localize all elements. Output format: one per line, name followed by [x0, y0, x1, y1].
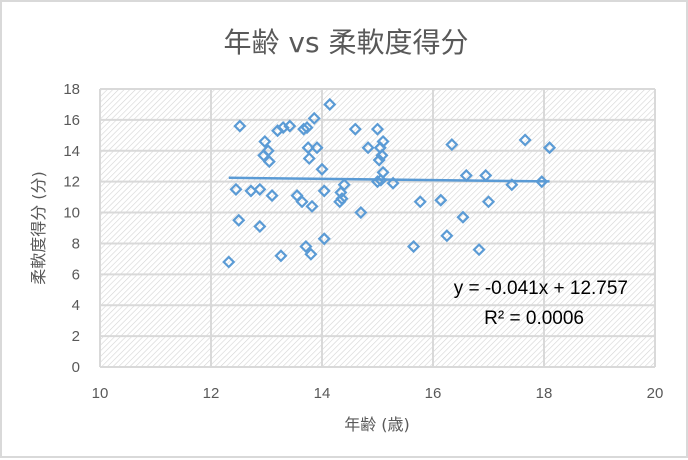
- data-point: [456, 210, 470, 224]
- data-point: [304, 247, 318, 261]
- data-point: [472, 243, 486, 257]
- data-point: [337, 178, 351, 192]
- data-points: [222, 97, 557, 269]
- y-tick-label: 14: [63, 143, 80, 160]
- trendline-r-squared: R² = 0.0006: [484, 308, 584, 329]
- x-tick-label: 20: [647, 385, 664, 402]
- data-point: [333, 195, 347, 209]
- data-point: [274, 249, 288, 263]
- x-axis-title: 年齢 (歳): [344, 415, 410, 434]
- data-point: [361, 141, 375, 155]
- data-point: [229, 182, 243, 196]
- data-point: [376, 134, 390, 149]
- data-point: [222, 255, 236, 269]
- y-tick-label: 4: [72, 297, 80, 314]
- data-point: [262, 155, 276, 169]
- data-point: [374, 173, 388, 187]
- data-point: [375, 148, 389, 162]
- data-point: [265, 189, 279, 203]
- data-point: [413, 195, 427, 209]
- data-point: [300, 121, 314, 135]
- data-point: [370, 122, 385, 136]
- data-point: [297, 122, 311, 136]
- data-point: [261, 144, 275, 158]
- data-point: [481, 195, 496, 209]
- data-point: [505, 178, 519, 192]
- tick-labels: 0 2 4 6 8 10 12 14 16 18 10 12 14 16 18 20: [63, 81, 663, 402]
- data-point: [305, 199, 319, 213]
- x-tick-label: 18: [536, 385, 553, 402]
- data-point: [459, 168, 473, 183]
- data-point: [348, 122, 362, 136]
- data-point: [518, 133, 532, 147]
- data-point: [253, 182, 267, 196]
- data-point: [317, 232, 331, 246]
- data-point: [479, 168, 493, 183]
- y-tick-label: 10: [63, 205, 80, 222]
- data-point: [258, 134, 272, 149]
- chart-title: 年齢 vs 柔軟度得分: [224, 26, 469, 59]
- data-point: [434, 193, 448, 207]
- y-tick-label: 0: [72, 359, 80, 376]
- data-point: [295, 195, 309, 209]
- y-tick-label: 18: [63, 81, 80, 98]
- data-point: [407, 239, 421, 254]
- x-tick-label: 14: [314, 385, 331, 402]
- data-point: [440, 229, 454, 243]
- trendline-group: [228, 176, 550, 183]
- data-point: [354, 205, 368, 220]
- trendline-equation: y = -0.041x + 12.757: [454, 278, 628, 299]
- data-point: [445, 138, 459, 152]
- y-tick-label: 8: [72, 235, 80, 252]
- x-tick-label: 16: [425, 385, 442, 402]
- data-point: [542, 141, 557, 155]
- data-point: [370, 175, 385, 189]
- data-point: [302, 151, 316, 166]
- data-point: [299, 239, 313, 254]
- data-point: [301, 141, 315, 155]
- data-point: [535, 175, 549, 189]
- data-point: [386, 176, 400, 190]
- data-point: [233, 119, 247, 133]
- data-point: [317, 184, 331, 198]
- trendline: [228, 176, 550, 183]
- data-point: [283, 119, 297, 133]
- data-point: [253, 219, 267, 234]
- y-axis-title: 柔軟度得分 (分): [29, 171, 48, 285]
- x-tick-label: 12: [203, 385, 220, 402]
- x-tick-label: 10: [92, 385, 109, 402]
- data-point: [232, 213, 246, 227]
- gridlines: [99, 88, 656, 368]
- y-tick-label: 2: [72, 328, 80, 345]
- y-tick-label: 12: [63, 174, 80, 191]
- data-point: [335, 192, 349, 206]
- data-point: [310, 141, 324, 155]
- data-point: [307, 111, 321, 125]
- data-point: [323, 97, 337, 112]
- data-point: [315, 162, 329, 176]
- y-tick-label: 16: [63, 112, 80, 129]
- y-tick-label: 6: [72, 266, 80, 283]
